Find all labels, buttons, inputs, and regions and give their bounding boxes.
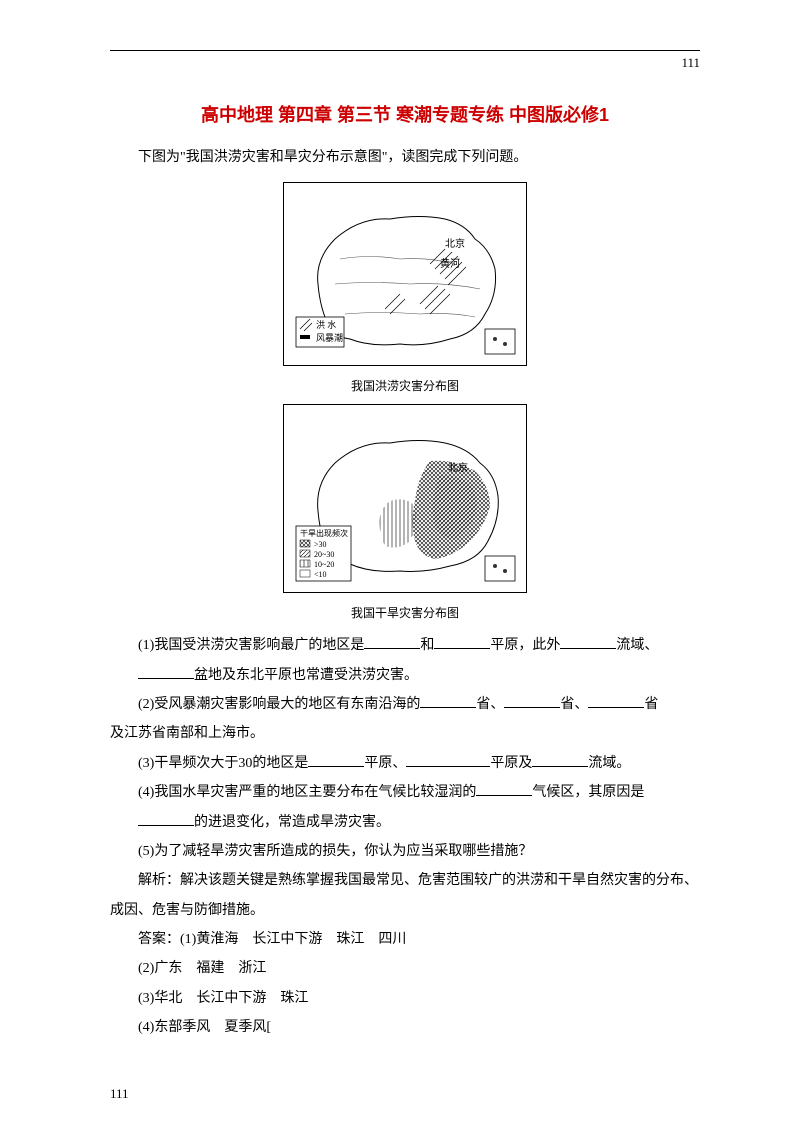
question-line: 盆地及东北平原也常遭受洪涝灾害。 — [110, 661, 700, 690]
answer-line: (4)东部季风 夏季风[ — [110, 1013, 700, 1042]
questions-block: (1)我国受洪涝灾害影响最广的地区是和平原，此外流域、盆地及东北平原也常遭受洪涝… — [110, 631, 700, 866]
page-number-top: 111 — [110, 55, 700, 71]
question-line: 及江苏省南部和上海市。 — [110, 719, 700, 748]
page-number-bottom: 111 — [110, 1086, 129, 1102]
answer-line: 答案：(1)黄淮海 长江中下游 珠江 四川 — [110, 925, 700, 954]
map1-label-beijing: 北京 — [445, 237, 465, 250]
answer-line: (2)广东 福建 浙江 — [110, 954, 700, 983]
map-1-caption: 我国洪涝灾害分布图 — [110, 377, 700, 394]
map1-label-huanghe: 黄河 — [440, 257, 460, 270]
map-2-container: 北京 干旱出现频次 >30 20~30 10~20 <10 — [110, 404, 700, 598]
map-2-svg: 北京 干旱出现频次 >30 20~30 10~20 <10 — [290, 411, 520, 586]
intro-text: 下图为"我国洪涝灾害和旱灾分布示意图"，读图完成下列问题。 — [110, 145, 700, 170]
question-line: (3)干旱频次大于30的地区是平原、平原及流域。 — [110, 749, 700, 778]
answers-block: 答案：(1)黄淮海 长江中下游 珠江 四川(2)广东 福建 浙江(3)华北 长江… — [110, 925, 700, 1043]
map2-leg-3: 10~20 — [314, 560, 334, 569]
map2-label-beijing: 北京 — [448, 461, 468, 474]
map2-leg-1: >30 — [314, 540, 327, 549]
map-1-container: 北京 黄河 洪 水 风暴潮 — [110, 182, 700, 371]
map1-legend-1: 洪 水 — [316, 319, 336, 330]
question-line: (5)为了减轻旱涝灾害所造成的损失，你认为应当采取哪些措施？ — [110, 837, 700, 866]
analysis-text: 解析：解决该题关键是熟练掌握我国最常见、危害范围较广的洪涝和干旱自然灾害的分布、… — [110, 866, 700, 925]
question-line: (2)受风暴潮灾害影响最大的地区有东南沿海的省、省、省 — [110, 690, 700, 719]
question-line: (4)我国水旱灾害严重的地区主要分布在气候比较湿润的气候区，其原因是 — [110, 778, 700, 807]
map1-legend-2: 风暴潮 — [316, 332, 343, 343]
map-2-caption: 我国干旱灾害分布图 — [110, 604, 700, 621]
header-rule — [110, 50, 700, 51]
question-line: 的进退变化，常造成旱涝灾害。 — [110, 808, 700, 837]
map-1-svg: 北京 黄河 洪 水 风暴潮 — [290, 189, 520, 359]
map2-leg-4: <10 — [314, 570, 327, 579]
map-1-frame: 北京 黄河 洪 水 风暴潮 — [283, 182, 527, 366]
document-title: 高中地理 第四章 第三节 寒潮专题专练 中图版必修1 — [110, 101, 700, 127]
map2-leg-2: 20~30 — [314, 550, 334, 559]
map2-legend-title: 干旱出现频次 — [300, 528, 348, 538]
question-line: (1)我国受洪涝灾害影响最广的地区是和平原，此外流域、 — [110, 631, 700, 660]
answer-line: (3)华北 长江中下游 珠江 — [110, 984, 700, 1013]
map-2-frame: 北京 干旱出现频次 >30 20~30 10~20 <10 — [283, 404, 527, 593]
